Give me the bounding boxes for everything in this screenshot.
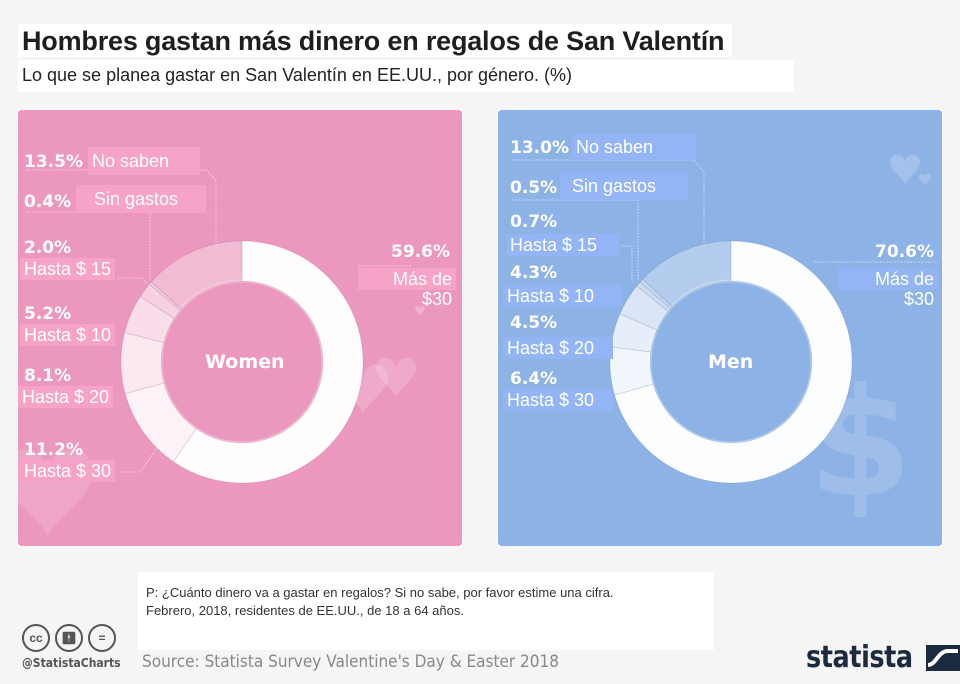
women-pct-mas-30: 59.6%	[391, 242, 450, 262]
women-label-hasta-10: Hasta $ 10	[20, 324, 116, 346]
leader-line-no-saben	[512, 159, 705, 245]
women-donut-chart	[18, 169, 425, 540]
men-label-mas-30-line1: Más de	[838, 268, 938, 290]
donut-slice-sin-gastos	[148, 281, 182, 311]
women-label-hasta-15: Hasta $ 15	[20, 258, 116, 280]
women-label-hasta-20: Hasta $ 20	[18, 386, 114, 408]
heart-icon	[890, 154, 920, 185]
donut-slice-hasta-30	[124, 382, 197, 463]
men-pct-hasta-10: 4.3%	[510, 263, 558, 283]
men-label-hasta-10: Hasta $ 10	[503, 285, 621, 307]
women-pct-hasta-30: 11.2%	[24, 440, 83, 460]
women-label-no-saben: No saben	[88, 147, 200, 175]
donut-slice-hasta-15	[139, 283, 181, 319]
donut-slice-m-s-de-30	[172, 240, 364, 484]
women-center-label: Women	[205, 351, 285, 373]
men-pct-hasta-15: 0.7%	[510, 212, 558, 232]
men-label-hasta-20: Hasta $ 20	[503, 337, 613, 359]
women-label-sin-gastos: Sin gastos	[76, 185, 206, 213]
source-text: Source: Statista Survey Valentine's Day …	[142, 652, 560, 672]
women-pct-hasta-10: 5.2%	[24, 304, 72, 324]
women-pct-sin-gastos: 0.4%	[24, 192, 72, 212]
men-pct-no-saben: 13.0%	[510, 138, 569, 158]
women-label-mas-30-line2: $30	[421, 289, 452, 309]
attribution-icon: 🚹︎	[55, 624, 83, 652]
heart-icon	[415, 305, 425, 316]
men-label-hasta-30: Hasta $ 30	[503, 389, 613, 411]
license-icons: cc 🚹︎ =	[22, 624, 116, 652]
statista-handle[interactable]: @StatistaCharts	[22, 656, 121, 670]
men-donut-chart: $	[512, 154, 938, 531]
donut-slice-no-saben	[150, 240, 243, 310]
cc-icon: cc	[22, 624, 50, 652]
chart-title: Hombres gastan más dinero en regalos de …	[22, 26, 725, 56]
statista-logo-mark-icon	[925, 644, 960, 671]
donut-slice-sin-gastos	[639, 278, 673, 310]
heart-icon	[376, 357, 416, 398]
men-label-mas-30-line2: $30	[903, 289, 934, 309]
men-panel: $ Men 13.0% No saben 0.5% Sin gastos 0.7…	[498, 110, 942, 546]
leader-line-hasta-15	[622, 245, 633, 282]
men-pct-sin-gastos: 0.5%	[510, 178, 558, 198]
statista-logo[interactable]: statista	[806, 640, 960, 675]
survey-question: P: ¿Cuánto dinero va a gastar en regalos…	[146, 585, 614, 600]
donut-slice-hasta-15	[636, 281, 671, 312]
men-pct-hasta-20: 4.5%	[510, 313, 558, 333]
heart-icon	[919, 173, 931, 186]
survey-population: Febrero, 2018, residentes de EE.UU., de …	[146, 603, 464, 618]
men-label-no-saben: No saben	[572, 134, 696, 160]
women-pct-no-saben: 13.5%	[24, 152, 83, 172]
women-pct-hasta-15: 2.0%	[24, 238, 72, 258]
women-pct-hasta-20: 8.1%	[24, 366, 72, 386]
leader-line-sin-gastos	[512, 199, 639, 280]
women-label-hasta-30: Hasta $ 30	[20, 460, 116, 482]
leader-line-hasta-30	[120, 439, 164, 473]
survey-note: P: ¿Cuánto dinero va a gastar en regalos…	[138, 572, 714, 650]
men-pct-hasta-30: 6.4%	[510, 369, 558, 389]
statista-logo-text: statista	[806, 640, 913, 675]
donut-slice-hasta-30	[609, 346, 654, 396]
women-panel: Women 13.5% No saben 0.4% Sin gastos 2.0…	[18, 110, 462, 546]
men-pct-mas-30: 70.6%	[875, 242, 934, 262]
no-derivatives-icon: =	[88, 624, 116, 652]
donut-slice-m-s-de-30	[613, 240, 853, 484]
chart-subtitle: Lo que se planea gastar en San Valentín …	[22, 65, 573, 85]
women-label-mas-30-line1: Más de	[358, 268, 456, 290]
men-label-sin-gastos: Sin gastos	[560, 172, 688, 200]
men-center-label: Men	[708, 351, 754, 373]
donut-slice-no-saben	[642, 240, 732, 308]
subtitle-box: Lo que se planea gastar en San Valentín …	[18, 60, 794, 92]
title-box: Hombres gastan más dinero en regalos de …	[18, 24, 733, 57]
donut-slice-hasta-10	[619, 285, 669, 331]
men-label-hasta-15: Hasta $ 15	[506, 234, 620, 256]
donut-slice-hasta-20	[120, 332, 165, 395]
